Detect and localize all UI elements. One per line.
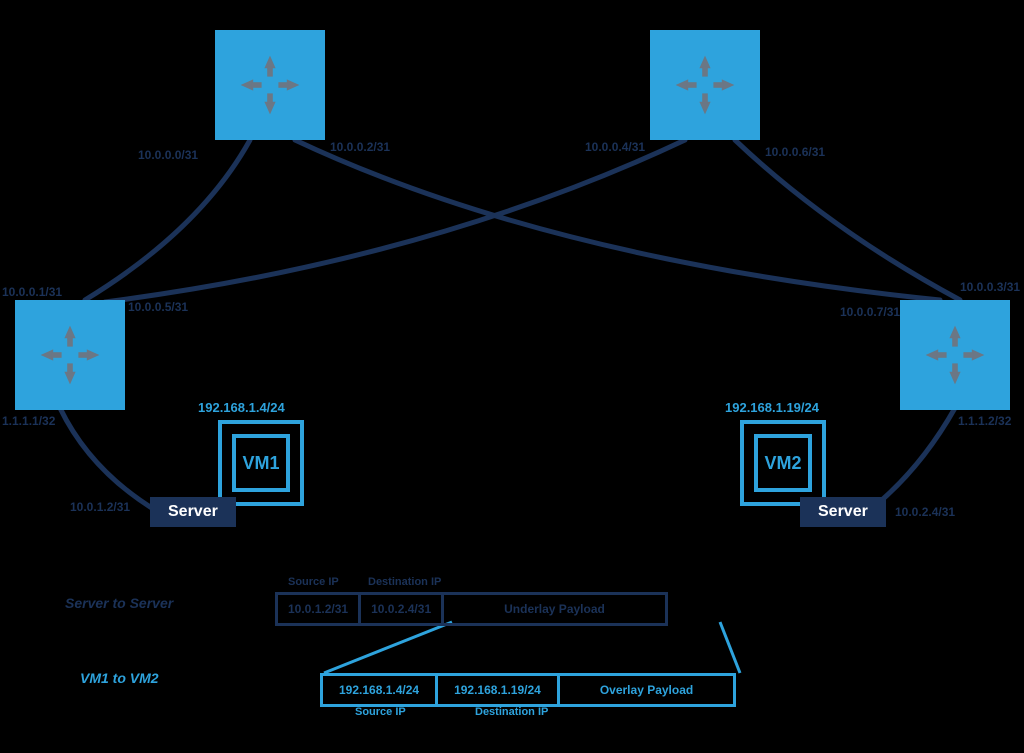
vm1-ip: 192.168.1.4/24: [198, 400, 285, 415]
underlay-dst-header: Destination IP: [368, 576, 441, 588]
row-title-underlay: Server to Server: [65, 595, 173, 611]
label-server1-link: 10.0.1.2/31: [70, 500, 130, 514]
switch-leaf2: [900, 300, 1010, 410]
label-leaf2-up-left: 10.0.0.7/31: [840, 305, 900, 319]
links-layer: [0, 0, 1024, 753]
edge-spine1-leaf1: [85, 140, 250, 300]
vm1-label: VM1: [232, 434, 290, 492]
server2-box: Server: [800, 497, 886, 527]
switch-spine1: [215, 30, 325, 140]
edge-leaf1-server1: [60, 408, 155, 510]
label-spine1-right: 10.0.0.2/31: [330, 140, 390, 154]
vm2-ip: 192.168.1.19/24: [725, 400, 819, 415]
label-spine1-left: 10.0.0.0/31: [138, 148, 198, 162]
label-leaf1-loopback: 1.1.1.1/32: [2, 414, 55, 428]
switch-icon: [35, 320, 105, 390]
switch-icon: [920, 320, 990, 390]
label-spine2-left: 10.0.0.4/31: [585, 140, 645, 154]
overlay-payload-cell: Overlay Payload: [560, 676, 733, 704]
edge-leaf2-server2: [870, 408, 955, 510]
edge-spine2-leaf1: [105, 140, 685, 302]
decompose-line-right: [720, 622, 740, 673]
diagram-stage: 10.0.0.0/31 10.0.0.2/31 10.0.0.4/31 10.0…: [0, 0, 1024, 753]
label-leaf1-up-right: 10.0.0.5/31: [128, 300, 188, 314]
vm2-box: VM2: [740, 420, 826, 506]
underlay-src-cell: 10.0.1.2/31: [278, 595, 361, 623]
label-leaf1-up-left: 10.0.0.1/31: [2, 285, 62, 299]
overlay-src-cell: 192.168.1.4/24: [323, 676, 438, 704]
label-leaf2-loopback: 1.1.1.2/32: [958, 414, 1011, 428]
decompose-line-left: [324, 622, 452, 673]
underlay-dst-cell: 10.0.2.4/31: [361, 595, 444, 623]
overlay-dst-footer: Destination IP: [475, 706, 548, 718]
label-leaf2-up-right: 10.0.0.3/31: [960, 280, 1020, 294]
switch-spine2: [650, 30, 760, 140]
label-server2-link: 10.0.2.4/31: [895, 505, 955, 519]
vm1-box: VM1: [218, 420, 304, 506]
row-title-overlay: VM1 to VM2: [80, 670, 159, 686]
label-spine2-right: 10.0.0.6/31: [765, 145, 825, 159]
server1-box: Server: [150, 497, 236, 527]
edge-spine1-leaf2: [295, 140, 940, 300]
underlay-payload-cell: Underlay Payload: [444, 595, 665, 623]
switch-icon: [235, 50, 305, 120]
underlay-src-header: Source IP: [288, 576, 339, 588]
overlay-dst-cell: 192.168.1.19/24: [438, 676, 560, 704]
switch-icon: [670, 50, 740, 120]
overlay-src-footer: Source IP: [355, 706, 406, 718]
overlay-packet: 192.168.1.4/24 192.168.1.19/24 Overlay P…: [320, 673, 736, 707]
switch-leaf1: [15, 300, 125, 410]
underlay-packet: 10.0.1.2/31 10.0.2.4/31 Underlay Payload: [275, 592, 668, 626]
vm2-label: VM2: [754, 434, 812, 492]
